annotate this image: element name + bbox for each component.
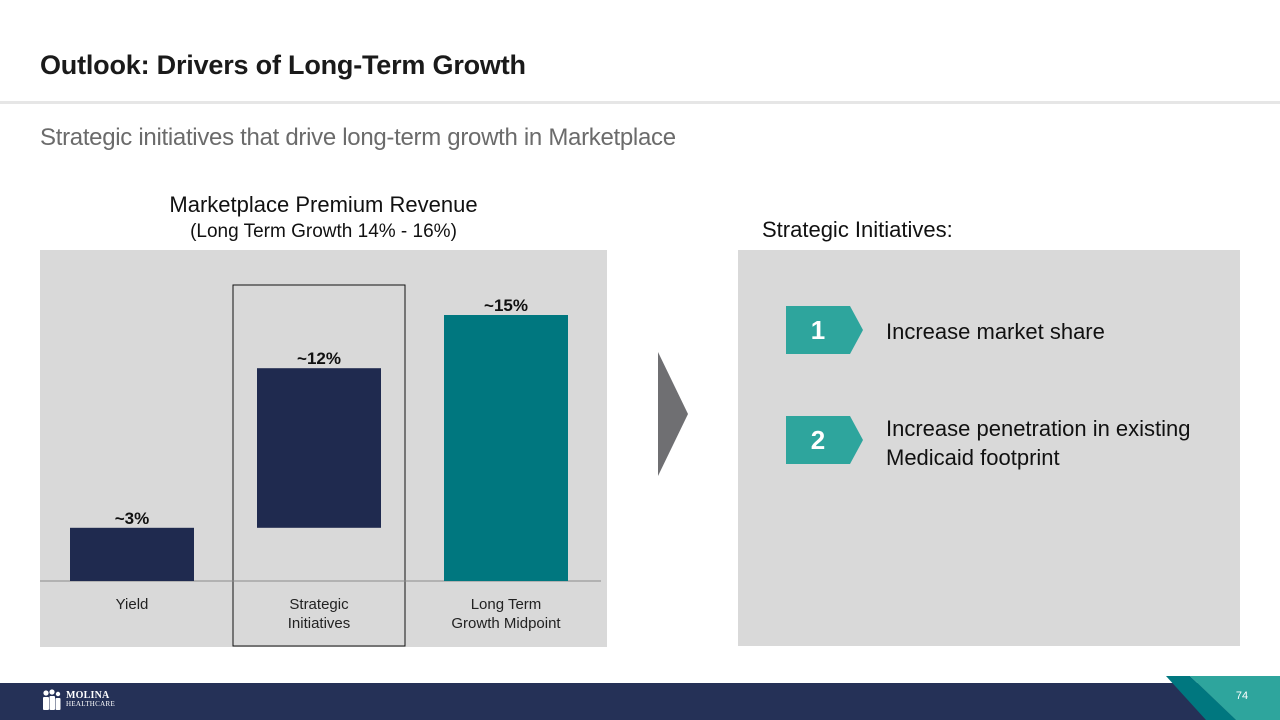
category-label: Initiatives [288, 615, 351, 632]
slide-subtitle: Strategic initiatives that drive long-te… [40, 124, 676, 151]
chart-panel: ~3% Yield ~12% Strategic Initiatives ~15% Long… [40, 250, 607, 647]
chart-subtitle: (Long Term Growth 14% - 16%) [190, 221, 457, 242]
page-number: 74 [1235, 690, 1249, 702]
initiatives-heading: Strategic Initiatives: [762, 217, 953, 242]
category-label: Long Term [471, 596, 542, 613]
initiative-text: Increase penetration in existing Medicai… [886, 416, 1191, 470]
data-label: ~12% [297, 349, 341, 368]
logo-line-2: HEALTHCARE [66, 700, 116, 708]
footer-accent [1166, 676, 1280, 720]
data-label: ~15% [484, 296, 528, 315]
category-label: Yield [116, 596, 149, 613]
initiative-number: 2 [810, 425, 826, 455]
chevron-right-icon [658, 352, 688, 476]
bar-yield [70, 527, 194, 581]
badge-chevron-icon [786, 306, 863, 354]
initiatives-panel: 1 Increase market share 2 Increase penet… [738, 250, 1240, 646]
initiative-badge: 2 [786, 416, 863, 464]
family-logo-icon [43, 689, 61, 710]
chart-title: Marketplace Premium Revenue [169, 192, 478, 217]
logo-line-1: MOLINA [66, 690, 110, 701]
initiative-number: 1 [810, 315, 826, 345]
highlight-box [232, 284, 406, 647]
category-label: Growth Midpoint [451, 615, 561, 632]
badge-chevron-icon [786, 416, 863, 464]
bar-strategic-initiatives [257, 368, 381, 528]
category-label: Strategic [289, 596, 349, 613]
data-label: ~3% [115, 509, 150, 528]
bar-long-term-growth-midpoint [444, 315, 568, 581]
initiative-badge: 1 [786, 306, 863, 354]
title-divider [0, 101, 1280, 104]
initiative-text: Increase market share [886, 319, 1105, 344]
revenue-waterfall-chart: ~3% Yield ~12% Strategic Initiatives ~15% Long… [40, 284, 601, 647]
slide-title: Outlook: Drivers of Long-Term Growth [40, 50, 526, 80]
footer-bar [0, 683, 1280, 720]
logo-wordmark: MOLINA HEALTHCARE [66, 691, 115, 709]
